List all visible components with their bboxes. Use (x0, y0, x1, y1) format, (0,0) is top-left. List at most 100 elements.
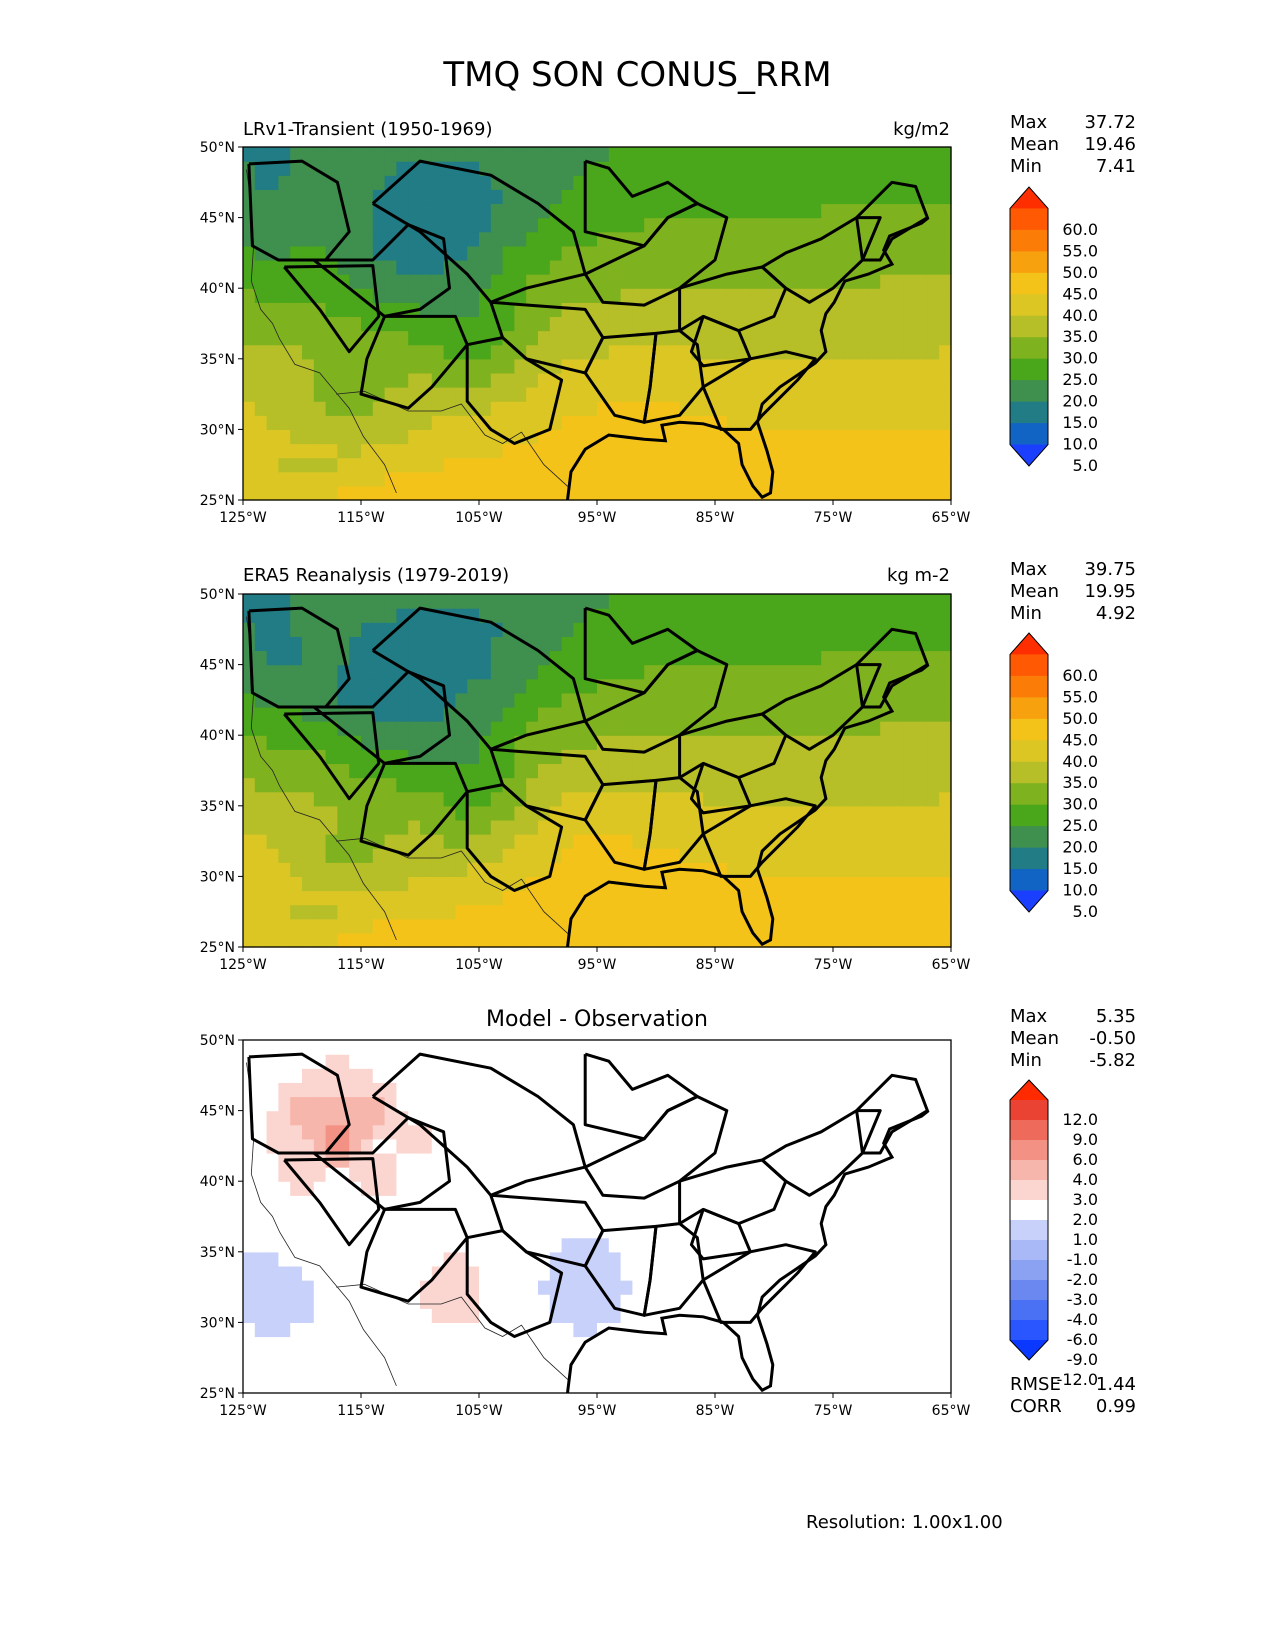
field-cell (868, 777, 881, 793)
field-cell (325, 203, 338, 219)
field-cell (337, 288, 350, 303)
field-cell (561, 1322, 574, 1338)
field-cell (868, 1167, 881, 1182)
field-cell (892, 1364, 905, 1380)
field-cell (337, 848, 350, 863)
field-cell (691, 443, 704, 459)
field-cell (514, 443, 527, 459)
field-cell (856, 876, 869, 892)
field-cell (243, 1322, 256, 1338)
field-cell (490, 1167, 504, 1182)
field-cell (809, 330, 822, 346)
field-cell (856, 834, 869, 849)
field-cell (632, 1350, 645, 1366)
field-cell (502, 1195, 515, 1211)
field-cell (726, 594, 740, 609)
field-cell (325, 1350, 338, 1366)
field-cell (514, 636, 527, 652)
field-cell (313, 805, 327, 821)
colorbar-label: 30.0 (1062, 795, 1098, 814)
field-cell (290, 1110, 303, 1126)
field-cell (903, 1054, 917, 1069)
field-cell (892, 848, 905, 863)
field-cell (384, 443, 397, 459)
field-cell (573, 1294, 586, 1309)
field-cell (302, 358, 315, 374)
field-cell (325, 358, 338, 374)
field-cell (443, 1110, 456, 1126)
field-cell (502, 203, 515, 219)
field-cell (939, 288, 952, 303)
field-cell (762, 387, 775, 402)
field-cell (844, 259, 858, 275)
field-cell (254, 890, 268, 906)
field-cell (455, 175, 468, 190)
field-cell (774, 932, 787, 948)
field-cell (266, 636, 279, 652)
field-cell (431, 1068, 445, 1083)
field-cell (880, 471, 893, 487)
field-cell (738, 819, 751, 835)
field-cell (726, 274, 740, 289)
basin-boundary (678, 265, 788, 333)
field-cell (868, 443, 881, 459)
colorbar-segment (1010, 869, 1048, 892)
field-cell (585, 245, 598, 261)
field-cell (762, 358, 775, 374)
field-cell (762, 175, 775, 190)
field-cell (431, 1364, 445, 1380)
field-cell (892, 1280, 905, 1295)
field-cell (266, 274, 279, 289)
field-cell (325, 372, 338, 388)
field-cell (738, 932, 751, 948)
field-cell (313, 1167, 327, 1182)
field-cell (927, 1322, 940, 1338)
field-cell (644, 429, 657, 445)
field-cell (939, 358, 952, 374)
field-cell (915, 1124, 928, 1140)
field-cell (526, 1209, 539, 1225)
field-cell (679, 1181, 692, 1196)
field-cell (868, 387, 881, 402)
field-cell (408, 1350, 421, 1366)
field-cell (797, 608, 810, 623)
field-cell (868, 1308, 881, 1323)
field-cell (526, 330, 539, 346)
field-cell (467, 217, 480, 233)
field-cell (502, 1054, 515, 1069)
field-cell (679, 664, 692, 680)
field-cell (844, 1138, 858, 1154)
field-cell (349, 443, 362, 459)
field-cell (632, 457, 645, 473)
field-cell (703, 429, 716, 445)
field-cell (939, 1336, 952, 1352)
field-cell (939, 1152, 952, 1168)
field-cell (939, 1167, 952, 1182)
field-cell (927, 1223, 940, 1239)
field-cell (868, 890, 881, 906)
field-cell (502, 1280, 515, 1295)
field-cell (538, 1308, 551, 1323)
field-cell (467, 372, 480, 388)
field-cell (774, 330, 787, 346)
field-cell (384, 288, 397, 303)
field-cell (939, 834, 952, 849)
field-cell (254, 721, 268, 736)
field-cell (667, 692, 681, 708)
field-cell (514, 217, 527, 233)
field-cell (939, 217, 952, 233)
field-cell (915, 1294, 928, 1309)
field-cell (738, 1280, 751, 1295)
field-cell (844, 1054, 858, 1069)
field-cell (844, 622, 858, 637)
field-cell (467, 819, 480, 835)
field-cell (856, 735, 869, 750)
field-cell (844, 147, 858, 162)
field-cell (608, 664, 622, 680)
field-cell (892, 330, 905, 346)
field-cell (278, 819, 291, 835)
field-cell (927, 443, 940, 459)
field-cell (573, 161, 586, 176)
field-cell (679, 259, 692, 275)
field-cell (868, 203, 881, 219)
